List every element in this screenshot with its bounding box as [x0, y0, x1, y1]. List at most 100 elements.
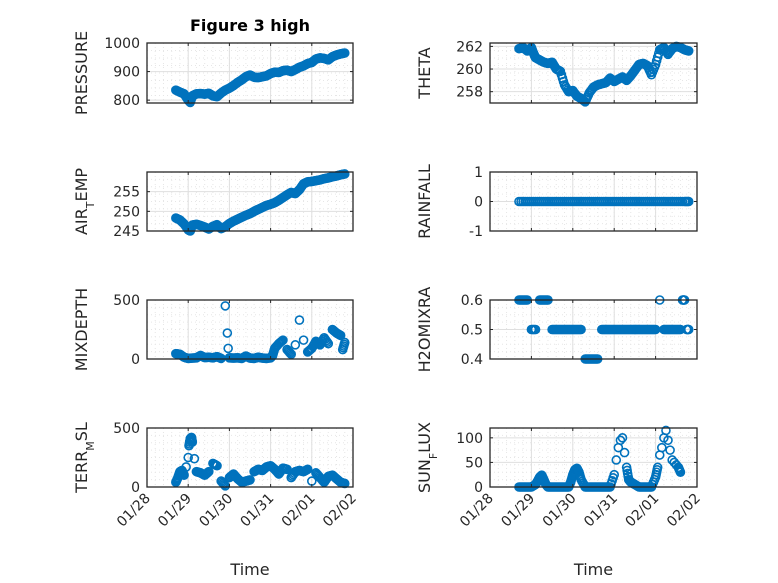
- data-point: [220, 301, 231, 311]
- subplot-rainfall: -1 0 1 RAINFALL: [415, 164, 698, 240]
- subplot-theta: 258 260 262 THETA: [415, 39, 698, 107]
- subplot-pressure: 800 900 1000 PRESSURE Figure 3 high: [72, 16, 354, 115]
- data-point: [617, 433, 628, 443]
- x-axis-label: Time: [573, 560, 613, 579]
- subplot-h2omixra: 0.4 0.5 0.6 H2OMIXRA: [415, 287, 698, 373]
- y-tick-label: 0: [474, 195, 483, 211]
- y-axis-label: MIXDEPTH: [72, 288, 91, 371]
- y-tick-label: 100: [456, 431, 483, 447]
- y-label-main: SUN: [415, 459, 434, 493]
- y-axis-label: TERRMSL: [72, 422, 97, 494]
- data-point: [661, 425, 671, 436]
- markers: [514, 41, 694, 107]
- axes-box: [489, 427, 698, 488]
- data-point: [683, 196, 694, 207]
- data-point: [609, 469, 620, 480]
- markers: [514, 196, 694, 207]
- y-tick-label: 0.5: [461, 323, 483, 339]
- subplot-sun_flux: 0 50 100 01/28 01/29 01/30 01/31 02/01 02/02 Time…: [415, 422, 704, 579]
- y-label-subscript: F: [427, 453, 440, 459]
- axes-box: [146, 171, 354, 232]
- axes-box: [146, 42, 354, 104]
- y-label-main: H2OMIXRA: [415, 287, 434, 373]
- x-tick-label: 01/31: [238, 491, 278, 531]
- data-point: [278, 335, 288, 345]
- y-tick-label: 0: [131, 352, 140, 368]
- data-point: [204, 466, 214, 477]
- data-point: [683, 324, 694, 335]
- y-tick-label: 245: [113, 224, 140, 240]
- axes-box: [146, 299, 354, 360]
- data-point: [223, 343, 233, 354]
- y-tick-label: 0: [131, 480, 140, 496]
- axes-box: [489, 42, 698, 104]
- data-point: [189, 453, 200, 464]
- y-label-main: MIXDEPTH: [72, 288, 91, 371]
- x-tick-label: 01/31: [581, 491, 621, 531]
- x-tick-label: 01/29: [498, 491, 538, 531]
- data-point: [339, 48, 350, 58]
- y-axis-label: THETA: [415, 47, 434, 99]
- data-point: [615, 435, 626, 446]
- y-tick-label: 0.6: [461, 293, 483, 309]
- data-point: [285, 348, 295, 358]
- x-tick-label: 02/01: [279, 491, 319, 531]
- subplot-mixdepth: 0 500 MIXDEPTH: [72, 288, 354, 371]
- data-point: [222, 328, 233, 338]
- x-tick-label: 01/30: [540, 491, 580, 531]
- subplot-terr_msl: 0 500 01/28 01/29 01/30 01/31 02/01 02/02 Time TE…: [72, 421, 360, 579]
- x-tick-label: 01/29: [155, 491, 195, 531]
- data-point: [286, 349, 297, 360]
- y-label-rest: SL: [72, 422, 91, 441]
- data-point: [683, 46, 694, 56]
- markers: [171, 48, 350, 108]
- data-point: [298, 335, 309, 345]
- data-point: [181, 462, 191, 472]
- y-tick-label: 0.4: [461, 352, 483, 368]
- y-tick-label: 500: [113, 293, 140, 309]
- data-point: [665, 445, 675, 455]
- y-tick-label: 1: [474, 165, 483, 181]
- y-label-main: RAINFALL: [415, 164, 434, 239]
- y-axis-label: RAINFALL: [415, 164, 434, 239]
- x-axis-label: Time: [229, 560, 269, 579]
- data-point: [282, 464, 292, 475]
- y-axis-label: H2OMIXRA: [415, 287, 434, 373]
- chart-title: Figure 3 high: [190, 16, 310, 35]
- y-tick-label: 262: [456, 39, 483, 55]
- data-point: [323, 338, 334, 349]
- data-point: [245, 475, 255, 485]
- y-label-rest: LUX: [415, 422, 434, 453]
- y-tick-label: 255: [113, 185, 140, 201]
- y-tick-label: 900: [113, 65, 140, 81]
- x-tick-label: 01/28: [114, 491, 154, 531]
- y-tick-label: 250: [113, 204, 140, 220]
- y-axis-label: SUNFLUX: [415, 422, 440, 493]
- data-point: [611, 455, 622, 465]
- y-tick-label: 260: [456, 62, 483, 78]
- y-label-main: TERR: [72, 451, 91, 494]
- data-point: [576, 324, 586, 335]
- y-tick-label: -1: [469, 224, 483, 240]
- markers: [171, 432, 350, 491]
- data-point: [339, 337, 350, 348]
- y-label-main: PRESSURE: [72, 31, 91, 115]
- data-point: [339, 169, 350, 179]
- data-point: [302, 464, 313, 475]
- y-axis-label: PRESSURE: [72, 31, 91, 115]
- y-tick-label: 258: [456, 85, 483, 101]
- x-tick-label: 02/02: [320, 491, 360, 531]
- y-axis-label: AIRTEMP: [72, 168, 97, 235]
- data-point: [294, 315, 305, 325]
- data-point: [657, 442, 667, 453]
- data-point: [663, 435, 673, 446]
- x-tick-label: 02/01: [623, 491, 663, 531]
- data-point: [284, 347, 294, 357]
- y-label-main: THETA: [415, 47, 434, 99]
- y-label-subscript: M: [84, 441, 97, 451]
- y-label-rest: EMP: [72, 168, 91, 202]
- data-point: [183, 452, 193, 463]
- data-point: [290, 340, 301, 350]
- data-point: [675, 467, 686, 478]
